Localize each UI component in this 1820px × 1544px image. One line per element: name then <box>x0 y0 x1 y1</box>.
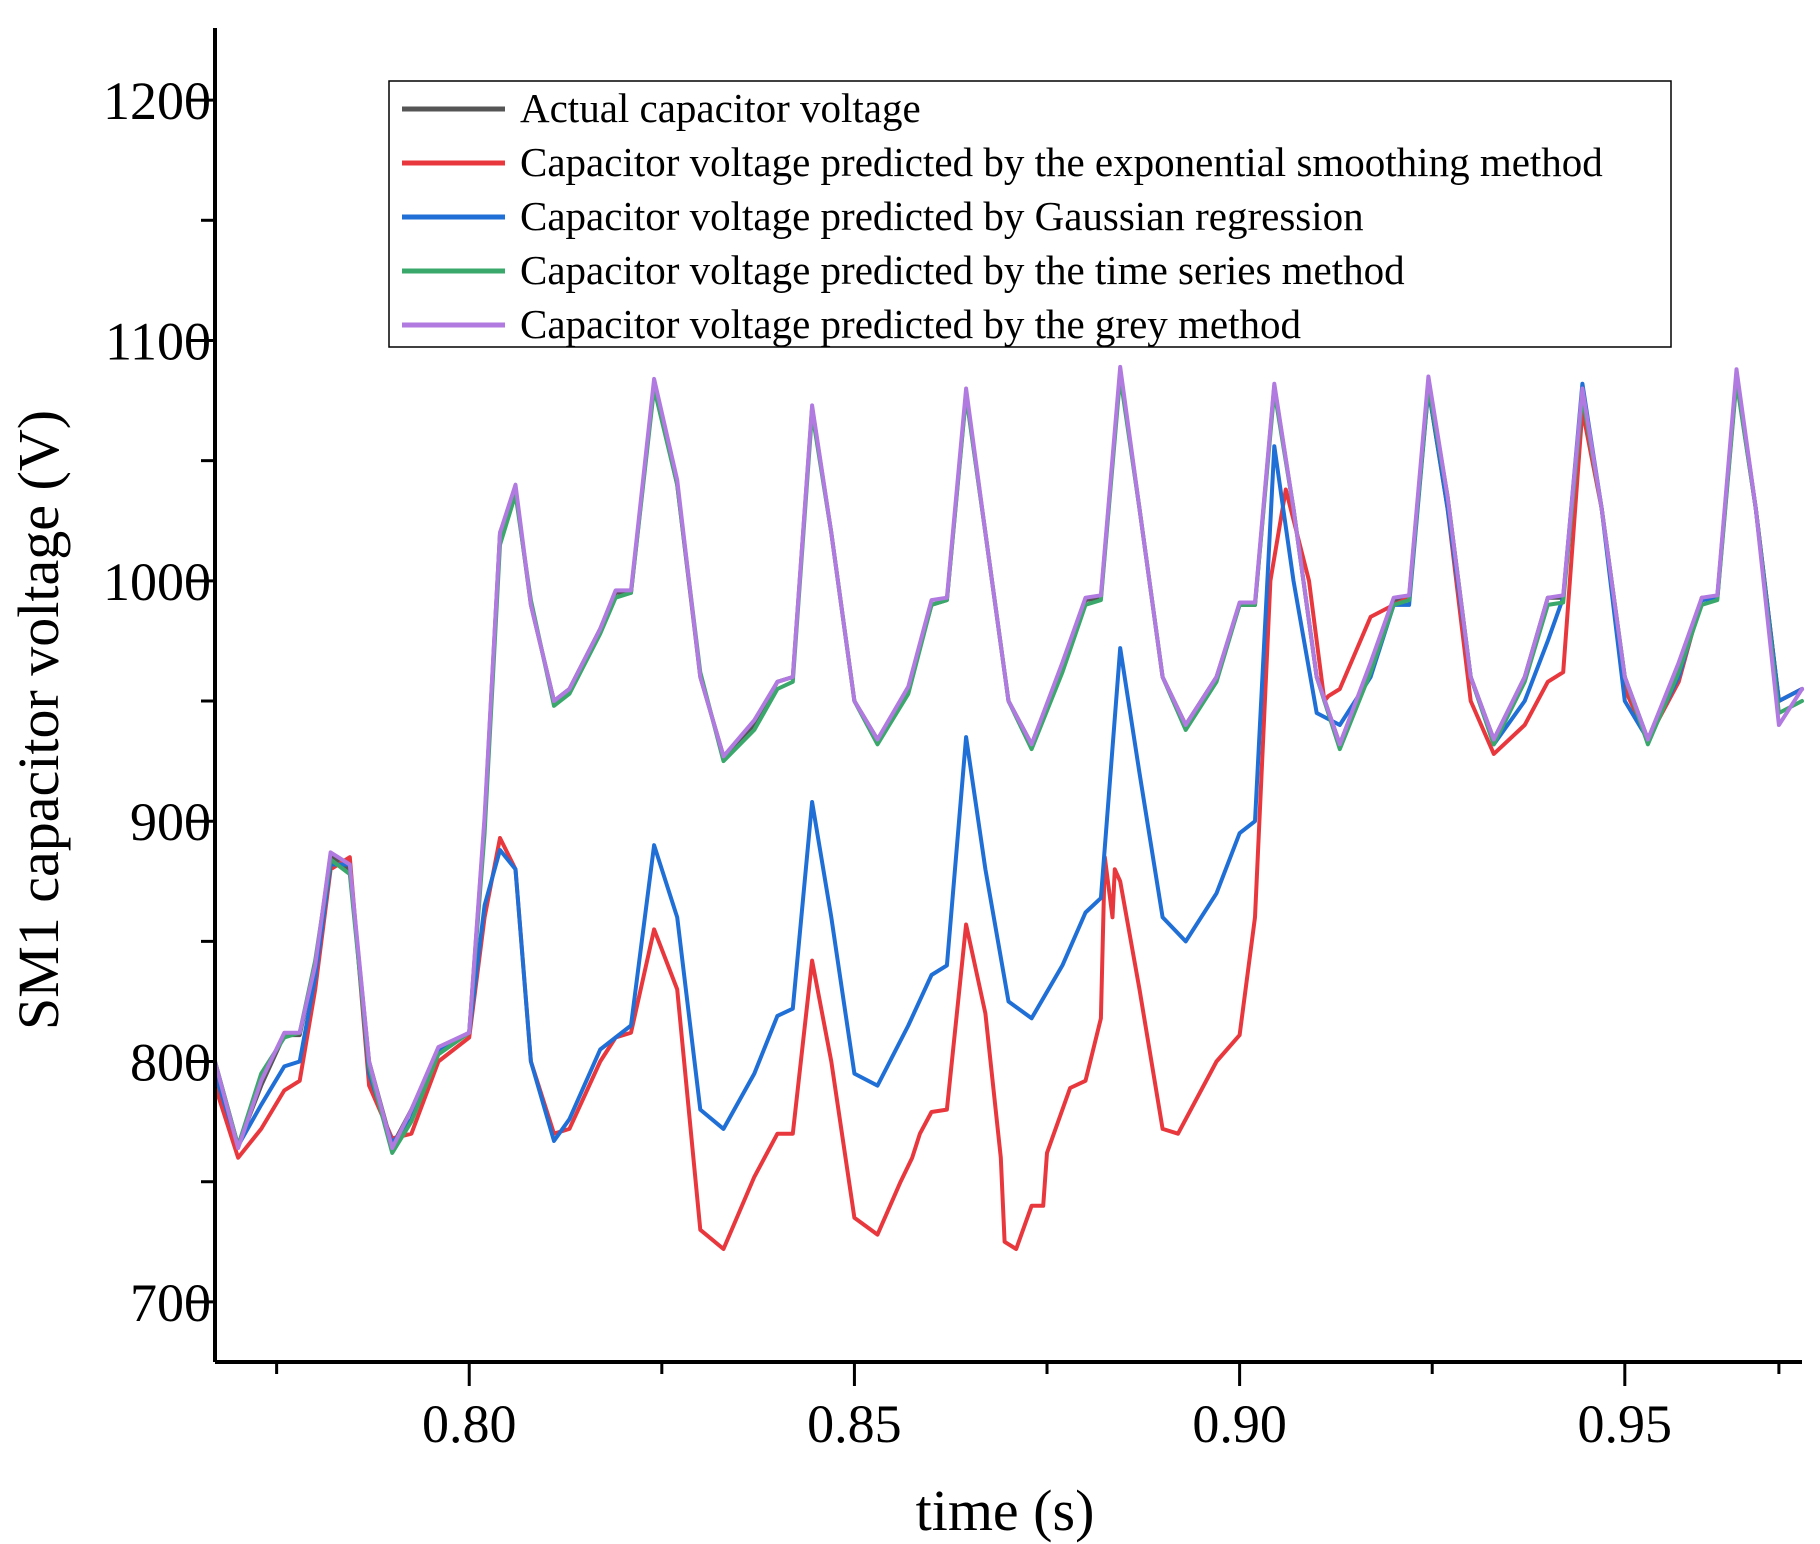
legend-label-exponential: Capacitor voltage predicted by the expon… <box>520 139 1603 185</box>
series-line-actual <box>213 369 1804 1148</box>
y-tick-label: 900 <box>130 792 211 852</box>
x-tick-label: 0.90 <box>1192 1394 1287 1454</box>
legend-box <box>388 80 1672 348</box>
y-tick-label: 1200 <box>103 71 211 131</box>
x-tick-label: 0.95 <box>1578 1394 1673 1454</box>
x-axis-title: time (s) <box>916 1478 1095 1543</box>
series-line-gaussian <box>213 374 1804 1148</box>
y-tick-label: 700 <box>130 1273 211 1333</box>
y-tick-label: 800 <box>130 1033 211 1093</box>
legend-label-grey: Capacitor voltage predicted by the grey … <box>520 301 1301 347</box>
series-line-time_series <box>213 374 1804 1155</box>
legend-label-actual: Actual capacitor voltage <box>520 85 921 131</box>
x-tick-label: 0.85 <box>807 1394 902 1454</box>
legend: Actual capacitor voltage Capacitor voltag… <box>388 80 1672 348</box>
y-axis-title: SM1 capacitor voltage (V) <box>6 410 71 1030</box>
axes <box>213 28 1802 1364</box>
y-tick-label: 1000 <box>103 552 211 612</box>
series-line-exponential <box>213 376 1804 1251</box>
series-layer <box>213 364 1804 1251</box>
series-line-grey <box>213 364 1804 1151</box>
legend-label-time_series: Capacitor voltage predicted by the time … <box>520 247 1405 293</box>
x-tick-label: 0.80 <box>422 1394 517 1454</box>
y-tick-label: 1100 <box>105 311 211 371</box>
ticks: 700 800 900 1000 1100 1200 0.80 0.85 0.90 0.95 <box>103 71 1781 1454</box>
legend-label-gaussian: Capacitor voltage predicted by Gaussian … <box>520 193 1364 239</box>
